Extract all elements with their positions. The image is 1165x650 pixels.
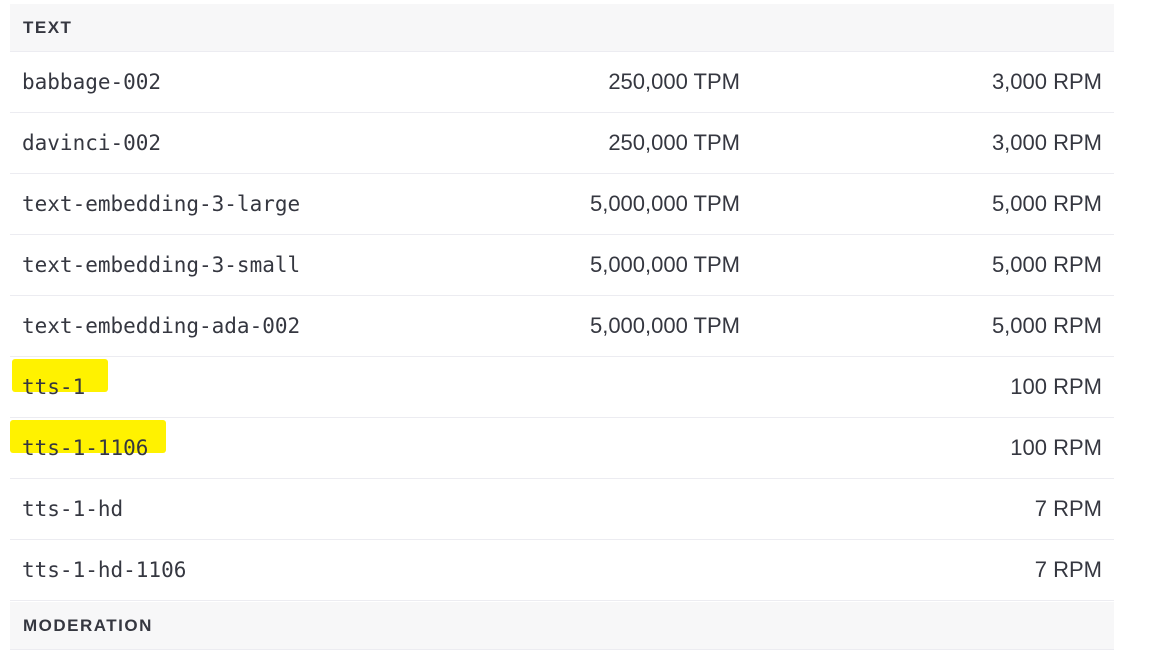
rpm-value: 5,000 RPM: [991, 313, 1102, 338]
table-row: text-embedding-3-large 5,000,000 TPM 5,0…: [10, 174, 1114, 235]
table-row: text-embedding-3-small 5,000,000 TPM 5,0…: [10, 235, 1114, 296]
tpm-value: 250,000 TPM: [608, 69, 740, 94]
model-name: text-embedding-3-small: [22, 253, 301, 277]
tpm-value: 5,000,000 TPM: [589, 191, 740, 216]
rpm-value: 5,000 RPM: [991, 252, 1102, 277]
table-row-highlighted: tts-1-1106 100 RPM: [10, 418, 1114, 479]
rpm-value: 3,000 RPM: [991, 130, 1102, 155]
table-row-highlighted: tts-1 100 RPM: [10, 357, 1114, 418]
model-name: tts-1-1106: [10, 420, 550, 460]
section-header-moderation: MODERATION: [10, 602, 1114, 650]
tpm-value: 5,000,000 TPM: [589, 252, 740, 277]
model-name: text-embedding-ada-002: [22, 314, 301, 338]
rpm-value: 7 RPM: [1034, 557, 1102, 582]
tpm-value: 250,000 TPM: [608, 130, 740, 155]
model-name: babbage-002: [22, 70, 162, 94]
table-row: davinci-002 250,000 TPM 3,000 RPM: [10, 113, 1114, 174]
model-name: davinci-002: [22, 131, 162, 155]
rpm-value: 3,000 RPM: [991, 69, 1102, 94]
model-name: tts-1-hd-1106: [22, 558, 187, 582]
yellow-highlight-mark: [12, 359, 108, 392]
rpm-value: 100 RPM: [1010, 374, 1102, 399]
rate-limits-table: TEXT babbage-002 250,000 TPM 3,000 RPM d…: [10, 4, 1114, 601]
model-name: tts-1: [10, 359, 550, 399]
section-header-text: TEXT: [10, 4, 1114, 52]
yellow-highlight-mark: [10, 420, 166, 453]
rpm-value: 100 RPM: [1010, 435, 1102, 460]
model-name: tts-1-hd: [22, 497, 124, 521]
table-row: tts-1-hd 7 RPM: [10, 479, 1114, 540]
rpm-value: 5,000 RPM: [991, 191, 1102, 216]
table-row: text-embedding-ada-002 5,000,000 TPM 5,0…: [10, 296, 1114, 357]
table-row: babbage-002 250,000 TPM 3,000 RPM: [10, 52, 1114, 113]
tpm-value: 5,000,000 TPM: [589, 313, 740, 338]
model-name: text-embedding-3-large: [22, 192, 301, 216]
rpm-value: 7 RPM: [1034, 496, 1102, 521]
table-row: tts-1-hd-1106 7 RPM: [10, 540, 1114, 601]
